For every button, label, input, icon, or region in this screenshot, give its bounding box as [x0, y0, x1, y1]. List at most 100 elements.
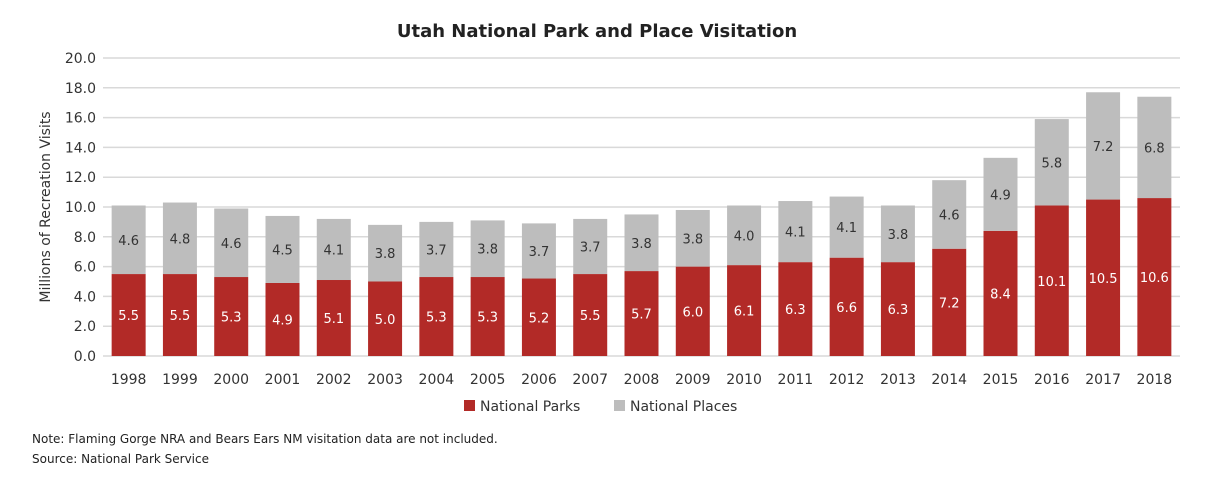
data-label: 3.7: [426, 243, 447, 258]
x-tick-label: 2000: [213, 372, 249, 388]
bar-places: [573, 218, 608, 275]
data-label: 6.6: [836, 301, 857, 316]
bar-parks: [1086, 199, 1121, 356]
chart-title: Utah National Park and Place Visitation: [397, 21, 797, 42]
x-tick-label: 2007: [572, 372, 608, 388]
data-label: 4.6: [221, 237, 242, 252]
y-tick-label: 18.0: [65, 81, 96, 97]
bar-parks: [521, 278, 556, 356]
x-tick-label: 1999: [162, 372, 198, 388]
bar-parks: [111, 274, 146, 356]
legend-label-places: National Places: [630, 399, 737, 415]
bar-places: [778, 201, 813, 263]
x-tick-label: 2013: [880, 372, 916, 388]
x-tick-label: 2016: [1034, 372, 1070, 388]
data-label: 3.7: [529, 245, 550, 260]
data-label: 4.1: [785, 226, 806, 241]
bar-parks: [778, 262, 813, 356]
data-label: 5.3: [221, 311, 242, 326]
data-label: 5.2: [529, 311, 550, 326]
x-tick-label: 2018: [1137, 372, 1173, 388]
y-tick-label: 14.0: [65, 140, 96, 156]
data-label: 6.8: [1144, 141, 1165, 156]
bar-places: [727, 205, 762, 266]
data-label: 4.6: [939, 208, 960, 223]
data-label: 6.3: [785, 303, 806, 318]
bar-places: [316, 218, 351, 281]
bar-parks: [265, 282, 300, 356]
bar-places: [983, 157, 1018, 231]
bar-parks: [316, 280, 351, 356]
y-axis-label: Millions of Recreation Visits: [38, 111, 54, 302]
bar-places: [1137, 96, 1172, 199]
y-tick-label: 2.0: [74, 319, 96, 335]
data-label: 4.0: [734, 229, 755, 244]
x-tick-label: 2009: [675, 372, 711, 388]
y-tick-label: 4.0: [74, 289, 96, 305]
bar-parks: [470, 277, 505, 356]
data-label: 3.8: [682, 232, 703, 247]
x-tick-label: 2002: [316, 372, 352, 388]
data-label: 4.9: [990, 188, 1011, 203]
data-label: 5.0: [375, 313, 396, 328]
bar-places: [1034, 119, 1069, 206]
y-tick-label: 12.0: [65, 170, 96, 186]
x-tick-label: 2001: [265, 372, 301, 388]
y-tick-label: 16.0: [65, 111, 96, 127]
data-label: 6.3: [888, 303, 909, 318]
bar-places: [419, 221, 454, 278]
data-label: 10.5: [1089, 272, 1118, 287]
bar-places: [1086, 92, 1121, 200]
legend: National Parks National Places: [464, 399, 737, 415]
data-label: 5.3: [477, 311, 498, 326]
x-tick-label: 2003: [367, 372, 403, 388]
bar-parks: [624, 271, 659, 356]
bar-parks: [1034, 205, 1069, 356]
bar-places: [470, 220, 505, 278]
data-label: 4.1: [323, 243, 344, 258]
bar-parks: [675, 266, 710, 356]
bar-parks: [983, 230, 1018, 356]
data-label: 7.2: [1093, 140, 1114, 155]
x-tick-label: 2008: [624, 372, 660, 388]
data-label: 3.8: [477, 243, 498, 258]
data-label: 6.1: [734, 305, 755, 320]
bar-places: [521, 223, 556, 279]
bar-parks: [727, 265, 762, 356]
data-label: 5.5: [580, 309, 601, 324]
data-label: 3.8: [375, 247, 396, 262]
data-label: 10.6: [1140, 271, 1169, 286]
data-label: 4.9: [272, 313, 293, 328]
x-tick-label: 2011: [778, 372, 814, 388]
x-tick-label: 1998: [111, 372, 147, 388]
bar-places: [675, 209, 710, 267]
bar-parks: [368, 281, 403, 356]
bar-places: [265, 215, 300, 283]
data-label: 4.1: [836, 221, 857, 236]
bar-places: [624, 214, 659, 272]
data-label: 5.5: [170, 309, 191, 324]
y-tick-label: 6.0: [74, 260, 96, 276]
bar-parks: [419, 277, 454, 356]
x-tick-label: 2015: [983, 372, 1019, 388]
bar-places: [111, 205, 146, 275]
y-tick-label: 0.0: [74, 349, 96, 365]
stacked-bar-chart: Utah National Park and Place Visitation …: [38, 21, 1180, 415]
chart-note: Note: Flaming Gorge NRA and Bears Ears N…: [32, 432, 498, 446]
data-label: 5.5: [118, 309, 139, 324]
chart-source: Source: National Park Service: [32, 452, 209, 466]
bar-places: [162, 202, 197, 275]
data-label: 10.1: [1037, 275, 1066, 290]
data-label: 5.7: [631, 308, 652, 323]
bar-parks: [214, 277, 249, 356]
bar-places: [214, 208, 249, 278]
bar-parks: [932, 248, 967, 356]
bar-parks: [829, 257, 864, 356]
legend-swatch-parks: [464, 400, 475, 411]
y-tick-label: 20.0: [65, 51, 96, 67]
bar-places: [368, 224, 403, 282]
data-label: 3.8: [631, 237, 652, 252]
x-tick-label: 2012: [829, 372, 865, 388]
data-label: 6.0: [682, 305, 703, 320]
legend-swatch-places: [614, 400, 625, 411]
